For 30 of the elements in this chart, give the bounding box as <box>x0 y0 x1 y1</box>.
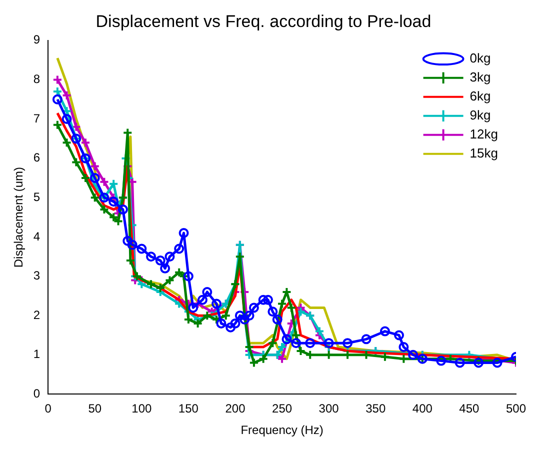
legend-label: 0kg <box>470 50 491 66</box>
y-tick-label: 0 <box>33 386 40 401</box>
x-tick-label: 450 <box>459 402 480 416</box>
y-tick-label: 3 <box>33 268 40 283</box>
x-tick-label: 100 <box>132 402 152 416</box>
x-tick-label: 400 <box>412 402 433 416</box>
x-tick-label: 250 <box>272 402 292 416</box>
legend-label: 6kg <box>470 88 491 104</box>
x-tick-label: 300 <box>318 402 340 416</box>
y-axis-title: Displacement (um) <box>12 166 26 268</box>
y-tick-label: 6 <box>33 150 40 165</box>
x-tick-label: 0 <box>44 402 52 416</box>
y-tick-label: 4 <box>33 229 40 244</box>
legend-label: 3kg <box>470 69 491 84</box>
x-tick-label: 200 <box>225 402 246 416</box>
y-tick-label: 7 <box>33 111 40 126</box>
y-tick-label: 9 <box>33 32 40 47</box>
y-tick-label: 1 <box>33 347 40 362</box>
x-tick-label: 50 <box>88 402 102 416</box>
y-tick-label: 5 <box>33 190 40 204</box>
x-axis-title: Frequency (Hz) <box>240 423 324 438</box>
legend-label: 12kg <box>470 126 498 142</box>
y-tick-label: 8 <box>33 72 40 86</box>
x-tick-label: 350 <box>366 402 386 416</box>
legend-label: 15kg <box>470 145 498 160</box>
x-tick-label: 500 <box>506 402 526 416</box>
x-tick-label: 150 <box>178 402 199 416</box>
legend-label: 9kg <box>470 107 491 122</box>
y-tick-label: 2 <box>33 308 40 322</box>
chart-title: Displacement vs Freq. according to Pre-load <box>96 12 432 31</box>
